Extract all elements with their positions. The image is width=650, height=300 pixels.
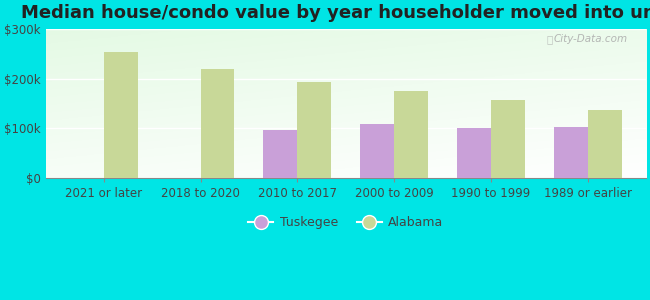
Bar <box>104 52 138 178</box>
Bar <box>297 82 332 178</box>
Bar <box>263 130 297 178</box>
Bar <box>554 127 588 178</box>
Bar <box>457 128 491 178</box>
Bar <box>201 69 235 178</box>
Legend: Tuskegee, Alabama: Tuskegee, Alabama <box>243 211 448 234</box>
Bar <box>491 100 525 178</box>
Title: Median house/condo value by year householder moved into unit: Median house/condo value by year househo… <box>21 4 650 22</box>
Text: ⓘ: ⓘ <box>547 34 552 44</box>
Bar <box>588 110 621 178</box>
Bar <box>394 91 428 178</box>
Bar <box>360 124 394 178</box>
Text: City-Data.com: City-Data.com <box>554 34 628 44</box>
